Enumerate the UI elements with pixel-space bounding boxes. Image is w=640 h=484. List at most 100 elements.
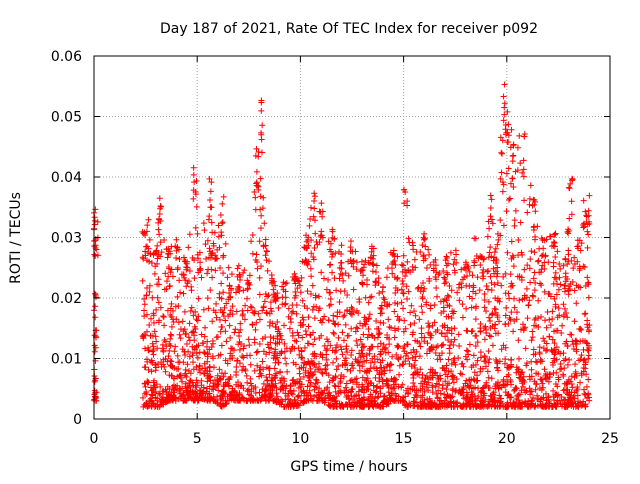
- data-point: [502, 312, 509, 319]
- data-peak-point: [236, 284, 243, 291]
- data-point: [485, 348, 492, 355]
- data-point: [435, 387, 442, 394]
- data-point: [216, 290, 223, 297]
- data-point: [146, 321, 153, 328]
- data-point: [500, 222, 507, 229]
- data-point: [506, 394, 513, 401]
- data-point: [327, 401, 334, 408]
- y-tick-label: 0.01: [51, 352, 82, 368]
- x-axis-label: GPS time / hours: [290, 459, 407, 475]
- data-point: [228, 271, 235, 278]
- data-point: [273, 398, 280, 405]
- data-point: [252, 326, 259, 333]
- data-point: [256, 238, 263, 245]
- data-point: [395, 325, 402, 332]
- data-peak-point: [409, 242, 416, 249]
- data-point: [186, 353, 193, 360]
- data-point: [330, 359, 337, 366]
- data-point: [200, 220, 207, 227]
- data-point: [370, 261, 377, 268]
- data-point: [296, 370, 303, 377]
- data-point: [91, 348, 98, 355]
- data-point: [204, 270, 211, 277]
- data-point: [389, 390, 396, 397]
- data-point: [481, 336, 488, 343]
- data-point: [236, 339, 243, 346]
- data-point: [511, 222, 518, 229]
- data-point: [270, 286, 277, 293]
- data-point: [172, 383, 179, 390]
- data-point: [443, 313, 450, 320]
- data-point: [426, 322, 433, 329]
- data-peak-point: [440, 267, 447, 274]
- data-peak-point: [421, 230, 428, 237]
- data-point: [311, 245, 318, 252]
- data-point: [282, 294, 289, 301]
- data-peak-point: [453, 251, 460, 258]
- data-point: [240, 345, 247, 352]
- data-point: [348, 304, 355, 311]
- data-point: [384, 334, 391, 341]
- data-point: [509, 252, 516, 259]
- data-point: [348, 311, 355, 318]
- data-point: [179, 378, 186, 385]
- data-point: [529, 401, 536, 408]
- data-point: [306, 375, 313, 382]
- data-point: [402, 325, 409, 332]
- data-peak-point: [303, 260, 310, 267]
- data-point: [182, 380, 189, 387]
- data-point: [573, 282, 580, 289]
- data-point: [556, 261, 563, 268]
- data-point: [448, 287, 455, 294]
- data-point: [410, 371, 417, 378]
- data-peak-point: [280, 279, 287, 286]
- data-point: [194, 230, 201, 237]
- data-peak-point: [462, 267, 469, 274]
- data-point: [486, 356, 493, 363]
- data-point: [344, 332, 351, 339]
- data-point: [240, 354, 247, 361]
- data-point: [492, 383, 499, 390]
- data-point: [386, 394, 393, 401]
- data-point: [433, 380, 440, 387]
- data-peak-point: [270, 278, 277, 285]
- data-point: [405, 235, 412, 242]
- data-point: [193, 377, 200, 384]
- data-point: [502, 126, 509, 133]
- data-point: [455, 284, 462, 291]
- data-point: [532, 322, 539, 329]
- data-peak-point: [217, 211, 224, 218]
- data-point: [434, 293, 441, 300]
- data-point: [308, 357, 315, 364]
- data-point: [249, 321, 256, 328]
- data-point: [348, 377, 355, 384]
- data-point: [481, 291, 488, 298]
- data-point: [442, 378, 449, 385]
- data-point: [503, 208, 510, 215]
- data-point: [526, 376, 533, 383]
- data-point: [571, 287, 578, 294]
- data-layer: [91, 81, 593, 410]
- data-peak-point: [443, 262, 450, 269]
- data-point: [515, 337, 522, 344]
- data-peak-point: [165, 251, 172, 258]
- data-point: [440, 298, 447, 305]
- data-point: [391, 334, 398, 341]
- data-peak-point: [379, 288, 386, 295]
- data-peak-point: [412, 264, 419, 271]
- data-point: [333, 287, 340, 294]
- data-point: [332, 250, 339, 257]
- data-point: [503, 304, 510, 311]
- data-point: [246, 342, 253, 349]
- data-point: [534, 402, 541, 409]
- data-point: [202, 241, 209, 248]
- data-point: [421, 338, 428, 345]
- data-peak-point: [347, 244, 354, 251]
- data-point: [365, 380, 372, 387]
- data-peak-point: [228, 285, 235, 292]
- data-point: [187, 308, 194, 315]
- data-point: [236, 346, 243, 353]
- data-peak-point: [183, 283, 190, 290]
- data-point: [147, 251, 154, 258]
- data-point: [436, 403, 443, 410]
